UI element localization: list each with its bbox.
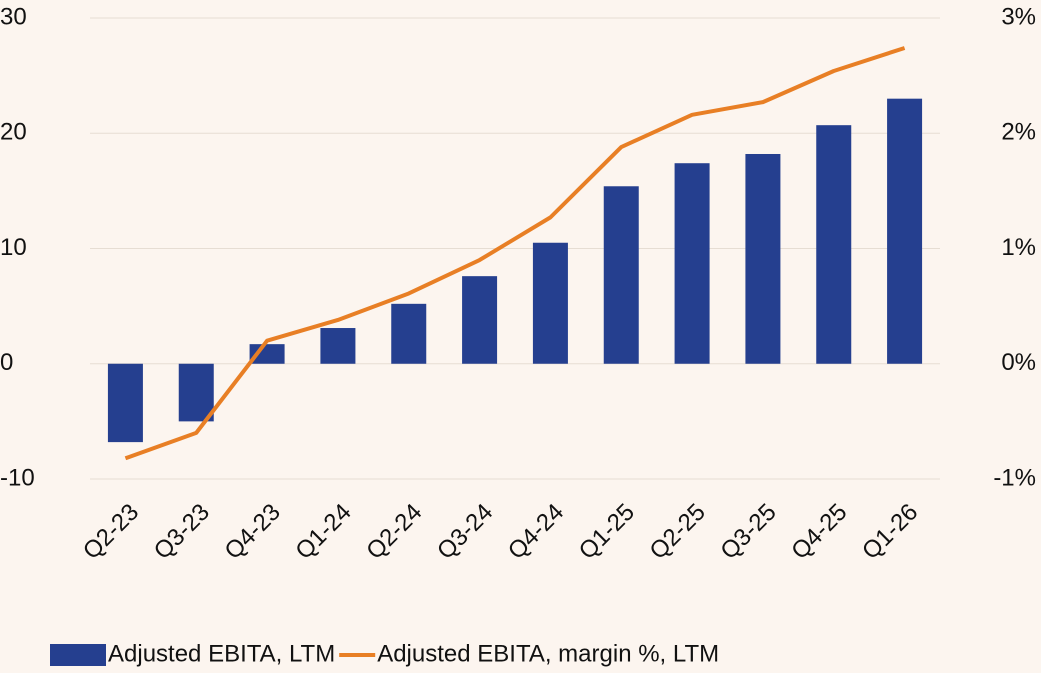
x-tick-label: Q2-24	[361, 499, 427, 565]
x-tick-label: Q4-25	[786, 499, 852, 565]
y-tick-label: -10	[0, 464, 35, 491]
x-tick-label: Q3-23	[149, 499, 215, 565]
bar	[532, 242, 568, 364]
x-tick-label: Q1-26	[857, 499, 923, 565]
bar	[674, 163, 710, 364]
y2-tick-label: -1%	[993, 464, 1036, 491]
bar	[745, 153, 781, 364]
y2-tick-label: 3%	[1001, 3, 1036, 30]
x-tick-label: Q3-24	[432, 499, 498, 565]
bar	[887, 98, 923, 364]
y-tick-label: 10	[0, 234, 27, 261]
bar	[462, 276, 498, 364]
bar	[603, 186, 639, 364]
x-tick-label: Q4-23	[220, 499, 286, 565]
x-tick-label: Q1-25	[574, 499, 640, 565]
line	[124, 46, 906, 461]
x-tick-label: Q4-24	[503, 499, 569, 565]
bar	[320, 328, 356, 364]
x-tick-label: Q2-23	[78, 499, 144, 565]
bar	[107, 363, 143, 443]
x-tick-label: Q1-24	[290, 499, 356, 565]
y2-tick-label: 0%	[1001, 349, 1036, 376]
legend-label: Adjusted EBITA, LTM	[108, 640, 335, 667]
x-tick-label: Q2-25	[645, 499, 711, 565]
bar	[391, 303, 427, 364]
y2-tick-label: 2%	[1001, 119, 1036, 146]
x-tick-label: Q3-25	[715, 499, 781, 565]
y2-tick-label: 1%	[1001, 234, 1036, 261]
y-tick-label: 20	[0, 119, 27, 146]
y-tick-label: 0	[0, 349, 13, 376]
y-tick-label: 30	[0, 3, 27, 30]
legend-swatch	[50, 644, 106, 666]
bar	[178, 363, 214, 422]
bar	[816, 125, 852, 364]
legend-label: Adjusted EBITA, margin %, LTM	[377, 640, 719, 667]
